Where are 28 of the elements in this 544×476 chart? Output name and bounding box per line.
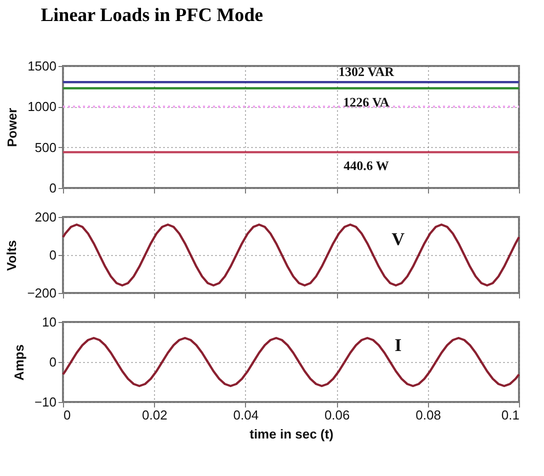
- y-tick-label: −200: [27, 286, 56, 300]
- y-tick-label: 0: [49, 248, 56, 262]
- y-tick-label: 1000: [28, 99, 56, 114]
- y-tick-label: 200: [34, 210, 56, 224]
- x-tick-label: 0.04: [233, 408, 259, 422]
- y-tick-label: −10: [34, 394, 56, 410]
- y-axis-title: Amps: [11, 344, 26, 381]
- chart-title: Linear Loads in PFC Mode: [40, 5, 264, 26]
- x-tick-label: 0.06: [324, 408, 350, 422]
- x-tick-label: 0.08: [416, 408, 441, 422]
- y-tick-label: 0: [49, 180, 56, 196]
- series-label: I: [394, 335, 402, 355]
- line-series: [62, 336, 520, 388]
- y-tick-label: 500: [34, 140, 56, 155]
- series-label: 1226 VA: [343, 94, 390, 110]
- series-label: 1302 VAR: [338, 64, 395, 80]
- y-tick-label: 0: [49, 354, 56, 370]
- x-tick-label: 0.02: [142, 408, 168, 422]
- x-axis-title: time in sec (t): [250, 426, 334, 442]
- x-tick-label: 0: [64, 408, 71, 422]
- x-tick-label: 0.1: [501, 408, 520, 422]
- series-label: 440.6 W: [344, 158, 389, 174]
- y-tick-label: 10: [42, 314, 56, 330]
- y-tick-label: 1500: [28, 58, 56, 74]
- y-axis-title: Power: [4, 108, 20, 148]
- series-label: V: [392, 228, 405, 249]
- line-series: [62, 224, 520, 286]
- y-axis-title: Volts: [4, 240, 20, 271]
